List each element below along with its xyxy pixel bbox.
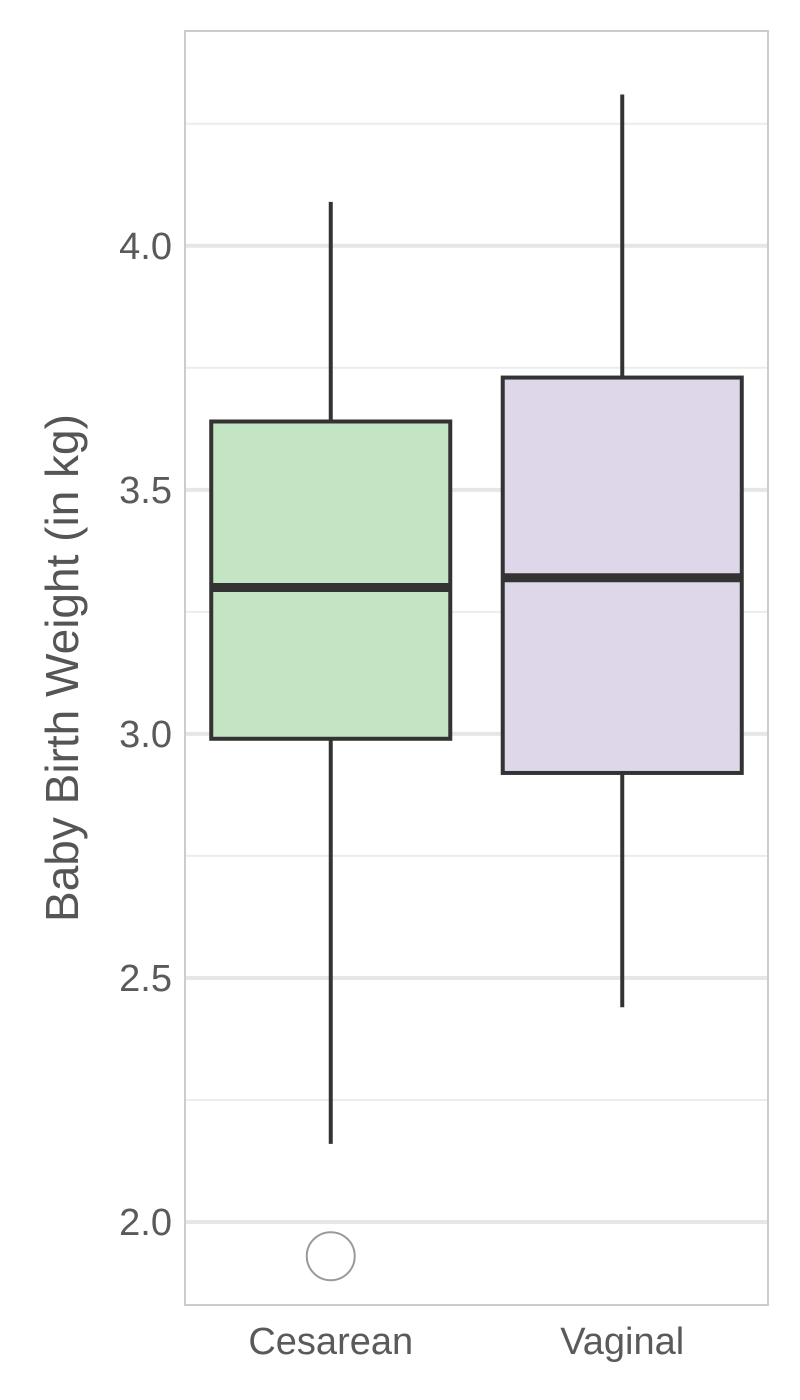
y-tick-label-0: 2.0 — [119, 1202, 172, 1244]
plot-panel-border — [184, 30, 769, 1306]
box-iqr — [209, 419, 453, 741]
y-tick-label-4: 4.0 — [119, 226, 172, 268]
box-cesarean — [209, 201, 453, 1282]
y-tick-label-3: 3.5 — [119, 470, 172, 512]
outlier-point-0 — [305, 1231, 356, 1282]
y-tick-labels: 2.0 2.5 3.0 3.5 4.0 — [119, 226, 172, 1244]
box-vaginal — [500, 94, 744, 1008]
box-layer — [209, 94, 744, 1282]
x-tick-label-vaginal: Vaginal — [560, 1321, 684, 1363]
y-axis-title: Baby Birth Weight (in kg) — [36, 414, 88, 922]
y-tick-label-2: 3.0 — [119, 714, 172, 756]
x-tick-label-cesarean: Cesarean — [248, 1321, 413, 1363]
x-tick-labels: Cesarean Vaginal — [248, 1321, 684, 1363]
y-tick-label-1: 2.5 — [119, 958, 172, 1000]
